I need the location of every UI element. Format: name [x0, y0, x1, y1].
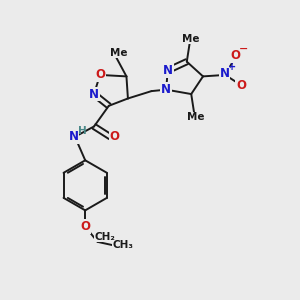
Text: O: O [236, 79, 246, 92]
Text: O: O [230, 49, 240, 62]
Text: N: N [163, 64, 173, 77]
Text: O: O [110, 130, 120, 143]
Text: −: − [239, 44, 248, 54]
Text: Me: Me [182, 34, 200, 44]
Text: O: O [80, 220, 90, 233]
Text: N: N [89, 88, 99, 100]
Text: CH₃: CH₃ [113, 240, 134, 250]
Text: H: H [78, 126, 87, 136]
Text: N: N [220, 67, 230, 80]
Text: Me: Me [110, 48, 128, 58]
Text: N: N [68, 130, 78, 143]
Text: Me: Me [187, 112, 204, 122]
Text: O: O [95, 68, 105, 81]
Text: +: + [228, 62, 236, 72]
Text: CH₂: CH₂ [94, 232, 116, 242]
Text: N: N [161, 83, 171, 96]
